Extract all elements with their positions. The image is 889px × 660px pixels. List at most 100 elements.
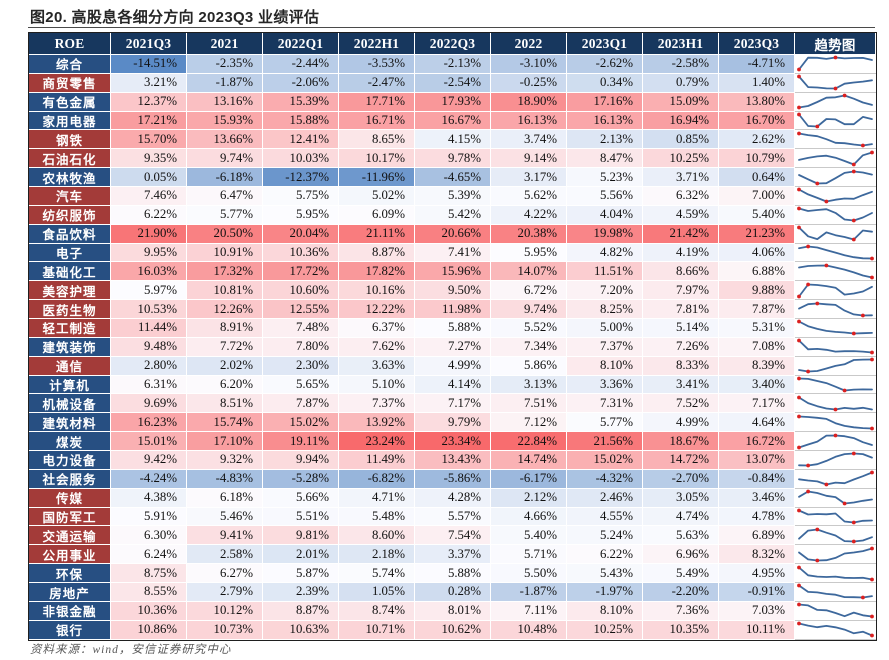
roe-value-cell: 6.89% <box>719 526 795 546</box>
row-label: 美容护理 <box>29 281 111 301</box>
row-label: 非银金融 <box>29 601 111 621</box>
row-label: 有色金属 <box>29 92 111 112</box>
roe-value-cell: 9.78% <box>415 149 491 169</box>
trend-sparkline <box>795 205 876 225</box>
roe-value-cell: 15.88% <box>263 111 339 131</box>
roe-value-cell: 17.82% <box>339 262 415 282</box>
roe-value-cell: 10.71% <box>339 620 415 640</box>
row-label: 商贸零售 <box>29 73 111 93</box>
roe-value-cell: 21.42% <box>643 224 719 244</box>
roe-value-cell: 10.36% <box>111 601 187 621</box>
roe-value-cell: 15.09% <box>643 92 719 112</box>
roe-value-cell: 6.88% <box>719 262 795 282</box>
roe-value-cell: 5.97% <box>111 281 187 301</box>
roe-value-cell: 7.34% <box>491 337 567 357</box>
roe-value-cell: 0.64% <box>719 168 795 188</box>
roe-value-cell: 4.04% <box>567 205 643 225</box>
row-label: 基础化工 <box>29 262 111 282</box>
column-header-2021Q3: 2021Q3 <box>111 33 187 55</box>
roe-value-cell: 0.05% <box>111 168 187 188</box>
roe-value-cell: 7.37% <box>339 394 415 414</box>
roe-value-cell: -2.35% <box>187 55 263 74</box>
roe-value-cell: 7.27% <box>415 337 491 357</box>
roe-value-cell: -0.91% <box>719 583 795 602</box>
roe-value-cell: 3.21% <box>111 73 187 93</box>
roe-value-cell: 5.74% <box>339 564 415 584</box>
roe-value-cell: 8.25% <box>567 300 643 320</box>
column-header-trend: 趋势图 <box>795 33 876 55</box>
roe-value-cell: 9.88% <box>719 281 795 301</box>
trend-sparkline <box>795 620 876 640</box>
roe-value-cell: 8.33% <box>643 356 719 376</box>
roe-value-cell: 9.95% <box>111 243 187 263</box>
roe-value-cell: 9.50% <box>415 281 491 301</box>
roe-value-cell: 17.10% <box>187 432 263 452</box>
roe-value-cell: 7.17% <box>719 394 795 414</box>
roe-value-cell: 7.48% <box>263 319 339 338</box>
roe-value-cell: 17.16% <box>567 92 643 112</box>
roe-value-cell: 3.63% <box>339 356 415 376</box>
roe-value-cell: 16.13% <box>567 111 643 131</box>
roe-value-cell: 8.65% <box>339 130 415 150</box>
roe-value-cell: -2.62% <box>567 55 643 74</box>
roe-value-cell: 6.31% <box>111 375 187 395</box>
roe-value-cell: 17.32% <box>187 262 263 282</box>
roe-value-cell: 15.70% <box>111 130 187 150</box>
roe-value-cell: -14.51% <box>111 55 187 74</box>
roe-value-cell: 9.42% <box>111 451 187 470</box>
roe-value-cell: 7.00% <box>719 187 795 206</box>
roe-value-cell: 4.78% <box>719 507 795 527</box>
roe-value-cell: 21.90% <box>111 224 187 244</box>
roe-value-cell: 5.77% <box>567 413 643 433</box>
roe-value-cell: 6.37% <box>339 319 415 338</box>
roe-value-cell: 5.66% <box>263 488 339 508</box>
roe-value-cell: 7.80% <box>263 337 339 357</box>
trend-sparkline <box>795 111 876 131</box>
row-label: 石油石化 <box>29 149 111 169</box>
roe-value-cell: 5.57% <box>415 507 491 527</box>
roe-value-cell: 7.31% <box>567 394 643 414</box>
trend-sparkline <box>795 149 876 169</box>
roe-value-cell: 5.00% <box>567 319 643 338</box>
trend-sparkline <box>795 451 876 470</box>
roe-value-cell: 22.84% <box>491 432 567 452</box>
roe-value-cell: -0.84% <box>719 469 795 489</box>
roe-value-cell: -1.87% <box>187 73 263 93</box>
trend-sparkline <box>795 337 876 357</box>
roe-value-cell: 19.98% <box>567 224 643 244</box>
roe-value-cell: 21.56% <box>567 432 643 452</box>
row-label: 计算机 <box>29 375 111 395</box>
roe-value-cell: 15.01% <box>111 432 187 452</box>
roe-value-cell: 3.71% <box>643 168 719 188</box>
roe-value-cell: 14.74% <box>491 451 567 470</box>
roe-value-cell: 3.46% <box>719 488 795 508</box>
roe-value-cell: 7.62% <box>339 337 415 357</box>
roe-value-cell: 15.93% <box>187 111 263 131</box>
roe-value-cell: 7.11% <box>491 601 567 621</box>
roe-value-cell: 12.55% <box>263 300 339 320</box>
roe-value-cell: 10.25% <box>643 149 719 169</box>
roe-value-cell: 7.52% <box>643 394 719 414</box>
trend-sparkline <box>795 507 876 527</box>
trend-sparkline <box>795 488 876 508</box>
roe-value-cell: 2.80% <box>111 356 187 376</box>
roe-value-cell: 4.59% <box>643 205 719 225</box>
roe-value-cell: 10.81% <box>187 281 263 301</box>
roe-value-cell: 15.74% <box>187 413 263 433</box>
roe-value-cell: 6.27% <box>187 564 263 584</box>
roe-value-cell: 3.40% <box>719 375 795 395</box>
trend-sparkline <box>795 262 876 282</box>
roe-value-cell: 12.37% <box>111 92 187 112</box>
row-label: 交通运输 <box>29 526 111 546</box>
roe-value-cell: 2.18% <box>339 545 415 565</box>
roe-value-cell: -6.82% <box>339 469 415 489</box>
roe-value-cell: 6.32% <box>643 187 719 206</box>
row-label: 食品饮料 <box>29 224 111 244</box>
roe-value-cell: 18.67% <box>643 432 719 452</box>
row-label: 综合 <box>29 55 111 74</box>
roe-value-cell: 10.62% <box>415 620 491 640</box>
roe-value-cell: 7.46% <box>111 187 187 206</box>
trend-sparkline <box>795 224 876 244</box>
roe-value-cell: 4.06% <box>719 243 795 263</box>
roe-value-cell: 6.72% <box>491 281 567 301</box>
